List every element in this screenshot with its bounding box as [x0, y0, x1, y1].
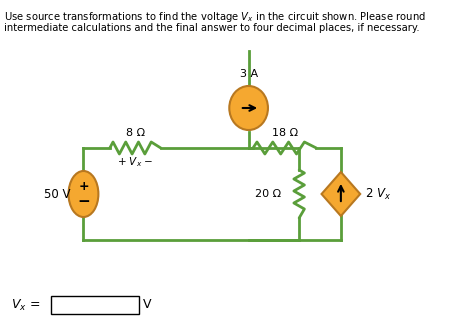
Ellipse shape: [229, 86, 268, 130]
Text: 8 Ω: 8 Ω: [126, 128, 145, 138]
Text: 3 A: 3 A: [239, 69, 258, 79]
Text: intermediate calculations and the final answer to four decimal places, if necess: intermediate calculations and the final …: [3, 23, 419, 33]
Text: 20 Ω: 20 Ω: [255, 189, 282, 199]
Text: V: V: [143, 298, 152, 311]
Text: +: +: [78, 180, 89, 193]
Ellipse shape: [69, 171, 99, 217]
Text: 50 V: 50 V: [44, 188, 70, 201]
Text: 18 Ω: 18 Ω: [272, 128, 298, 138]
Polygon shape: [321, 172, 360, 216]
Text: 2 $V_x$: 2 $V_x$: [365, 187, 391, 202]
Bar: [51, 296, 139, 314]
Text: −: −: [77, 193, 90, 209]
Text: + $V_x$ −: + $V_x$ −: [117, 155, 154, 169]
Text: $V_x$ =: $V_x$ =: [10, 297, 40, 313]
Text: Use source transformations to find the voltage $V_x$ in the circuit shown. Pleas: Use source transformations to find the v…: [3, 10, 425, 24]
